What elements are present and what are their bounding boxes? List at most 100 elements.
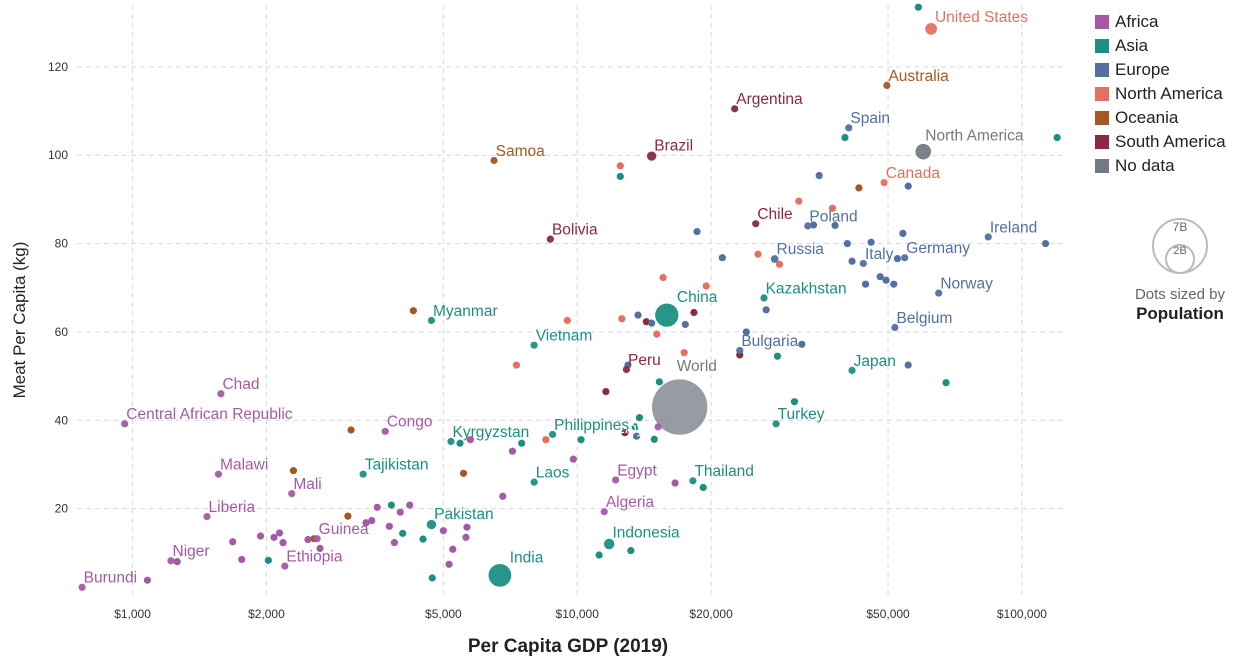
legend-item-south-america: South America: [1095, 130, 1254, 154]
data-point-vietnam: [530, 341, 538, 349]
data-point: [882, 276, 890, 284]
label-samoa: Samoa: [496, 143, 545, 160]
data-point: [569, 455, 577, 463]
data-point-chad: [217, 390, 225, 398]
legend-label: Oceania: [1115, 108, 1179, 127]
data-point-russia: [770, 255, 779, 263]
label-australia: Australia: [888, 68, 949, 85]
y-tick-label: 100: [48, 148, 68, 162]
y-axis-title: Meat Per Capita (kg): [10, 242, 29, 399]
x-tick-label: $20,000: [689, 607, 733, 621]
data-point: [754, 250, 762, 258]
data-point: [270, 533, 278, 541]
data-point-argentina: [731, 105, 739, 113]
data-point: [275, 529, 284, 537]
data-point-north-america: [915, 143, 932, 160]
legend-swatch: [1095, 135, 1109, 149]
data-point: [621, 429, 629, 437]
data-point: [456, 439, 464, 447]
data-point: [399, 529, 407, 537]
data-point: [773, 352, 782, 360]
data-point: [577, 436, 585, 444]
legend-swatch: [1095, 87, 1109, 101]
data-point: [876, 273, 884, 281]
data-point: [512, 361, 521, 369]
label-congo: Congo: [387, 414, 433, 431]
data-point-turkey: [772, 420, 780, 428]
label-central-african-republic: Central African Republic: [126, 406, 293, 423]
label-kazakhstan: Kazakhstan: [766, 280, 847, 297]
label-tajikistan: Tajikistan: [365, 457, 429, 474]
data-point-poland: [804, 222, 812, 230]
label-kyrgyzstan: Kyrgyzstan: [453, 424, 530, 441]
data-point: [681, 320, 689, 329]
data-point: [385, 522, 393, 530]
data-point: [445, 560, 453, 568]
data-point-bolivia: [546, 235, 554, 243]
data-point: [595, 551, 603, 559]
data-point: [459, 469, 468, 477]
data-point: [463, 523, 471, 531]
label-china: China: [677, 289, 718, 306]
data-point: [373, 503, 381, 511]
data-point: [279, 539, 287, 547]
legend-label: Africa: [1115, 12, 1159, 31]
data-point-brazil: [646, 151, 657, 161]
data-point: [861, 280, 870, 288]
data-points: [78, 3, 1061, 591]
data-point: [798, 340, 806, 348]
data-point-thailand: [689, 477, 697, 485]
data-point: [671, 479, 679, 487]
x-axis-ticks: $1,000 $2,000 $5,000 $10,000 $20,000 $50,000 $…: [114, 607, 1047, 621]
data-point-australia: [883, 81, 891, 90]
data-point-burundi: [78, 583, 86, 591]
data-point: [653, 330, 661, 338]
label-niger: Niger: [173, 543, 210, 560]
data-point-niger: [167, 557, 175, 565]
data-point: [890, 280, 898, 288]
data-point: [466, 436, 474, 444]
legend-label: Europe: [1115, 60, 1170, 79]
label-ireland: Ireland: [990, 219, 1037, 236]
data-point: [462, 533, 470, 541]
data-point: [848, 257, 856, 265]
legend-item-africa: Africa: [1095, 10, 1254, 34]
data-point: [867, 238, 875, 246]
data-point: [264, 556, 272, 564]
data-point: [542, 436, 550, 444]
legend-label: North America: [1115, 84, 1223, 103]
data-point-myanmar: [427, 316, 436, 325]
legend-item-asia: Asia: [1095, 34, 1254, 58]
label-turkey: Turkey: [778, 406, 825, 423]
data-point: [775, 260, 784, 268]
data-point-belgium: [891, 323, 899, 332]
legend-item-europe: Europe: [1095, 58, 1254, 82]
data-point: [409, 307, 417, 315]
data-point-india: [487, 562, 513, 588]
size-legend-big-label: 7B: [1173, 220, 1188, 234]
data-point: [1041, 239, 1050, 248]
data-point: [655, 378, 663, 386]
label-norway: Norway: [940, 275, 993, 292]
label-chad: Chad: [222, 376, 259, 393]
data-point: [762, 306, 770, 314]
data-point: [390, 539, 398, 547]
data-point: [702, 282, 710, 290]
data-point: [841, 133, 849, 142]
data-point: [428, 574, 436, 582]
data-point: [631, 423, 639, 431]
data-point: [699, 483, 707, 492]
data-point-liberia: [203, 512, 211, 521]
label-laos: Laos: [536, 465, 570, 482]
data-point: [893, 254, 902, 263]
data-point: [633, 432, 641, 440]
grid-lines: [77, 5, 1065, 597]
legend-label: South America: [1115, 132, 1226, 151]
data-point-ethiopia: [281, 562, 289, 570]
data-point: [828, 204, 837, 212]
legend-swatch: [1095, 111, 1109, 125]
data-point-libya: [654, 423, 662, 431]
data-point: [942, 379, 950, 387]
data-point: [843, 239, 851, 248]
data-point-japan: [848, 366, 856, 374]
